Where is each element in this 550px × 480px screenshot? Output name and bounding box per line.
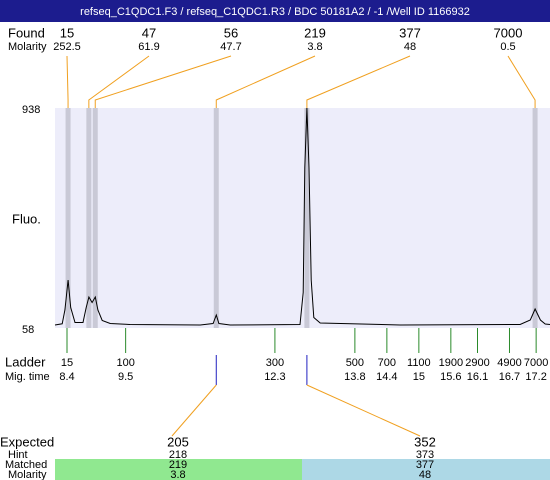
found-size: 219: [304, 25, 326, 40]
found-connector: [66, 55, 69, 108]
found-molarity: 61.9: [138, 41, 159, 53]
found-size: 377: [399, 25, 421, 40]
matched-size: 219: [169, 459, 187, 471]
found-molarity: 3.8: [307, 41, 322, 53]
ladder-time: 13.8: [344, 371, 365, 383]
mig-time-label: Mig. time: [5, 371, 50, 383]
ladder-time: 12.3: [264, 371, 285, 383]
expected-size: 205: [167, 434, 189, 449]
hint-label: Hint: [8, 449, 28, 461]
expected-connector: [306, 384, 421, 437]
ladder-size: 100: [116, 357, 134, 369]
matched-band: [302, 459, 550, 480]
found-molarity: 0.5: [500, 41, 515, 53]
ladder-time: 15: [413, 371, 425, 383]
title: refseq_C1QDC1.F3 / refseq_C1QDC1.R3 / BD…: [80, 6, 470, 18]
y-axis-label: Fluo.: [12, 211, 41, 226]
ladder-time: 15.6: [440, 371, 461, 383]
found-connector: [215, 55, 316, 108]
ladder-size: 7000: [524, 357, 548, 369]
ladder-size: 700: [378, 357, 396, 369]
ladder-size: 300: [266, 357, 284, 369]
ladder-size: 2900: [465, 357, 489, 369]
ladder-time: 16.7: [499, 371, 520, 383]
title-bar: [0, 0, 550, 22]
found-label: Found: [8, 25, 45, 40]
found-connector: [306, 55, 411, 108]
found-molarity: 48: [404, 41, 416, 53]
ladder-size: 4900: [497, 357, 521, 369]
plot-area: [55, 108, 550, 328]
peak-band: [65, 108, 71, 328]
expected-connector: [171, 384, 217, 437]
found-connector: [507, 55, 536, 108]
ladder-label: Ladder: [5, 354, 46, 369]
ladder-size: 15: [61, 357, 73, 369]
found-molarity: 47.7: [220, 41, 241, 53]
found-molarity: 252.5: [53, 41, 81, 53]
matched-molarity: 3.8: [170, 469, 185, 480]
found-size: 7000: [494, 25, 523, 40]
peak-band: [86, 108, 92, 328]
ladder-size: 500: [346, 357, 364, 369]
expected-molarity-label: Molarity: [8, 469, 47, 480]
found-connector: [88, 55, 150, 108]
peak-band: [304, 108, 310, 328]
ladder-size: 1900: [439, 357, 463, 369]
matched-molarity: 48: [419, 469, 431, 480]
trace: [54, 107, 550, 326]
hint-size: 373: [416, 449, 434, 461]
found-size: 47: [142, 25, 156, 40]
ladder-time: 17.2: [525, 371, 546, 383]
found-connector: [94, 55, 232, 108]
ladder-time: 8.4: [59, 371, 74, 383]
ladder-time: 14.4: [376, 371, 397, 383]
found-size: 56: [224, 25, 238, 40]
matched-size: 377: [416, 459, 434, 471]
y-tick-label: 58: [22, 324, 34, 336]
ladder-size: 1100: [407, 357, 431, 369]
hint-size: 218: [169, 449, 187, 461]
peak-band: [532, 108, 538, 328]
expected-size: 352: [414, 434, 436, 449]
matched-band: [55, 459, 302, 480]
matched-label: Matched: [5, 459, 47, 471]
found-size: 15: [60, 25, 74, 40]
ladder-time: 16.1: [467, 371, 488, 383]
peak-band: [92, 108, 98, 328]
peak-band: [213, 108, 219, 328]
expected-label: Expected: [0, 434, 54, 449]
ladder-time: 9.5: [118, 371, 133, 383]
y-tick-label: 938: [22, 104, 40, 116]
molarity-label: Molarity: [8, 41, 47, 53]
